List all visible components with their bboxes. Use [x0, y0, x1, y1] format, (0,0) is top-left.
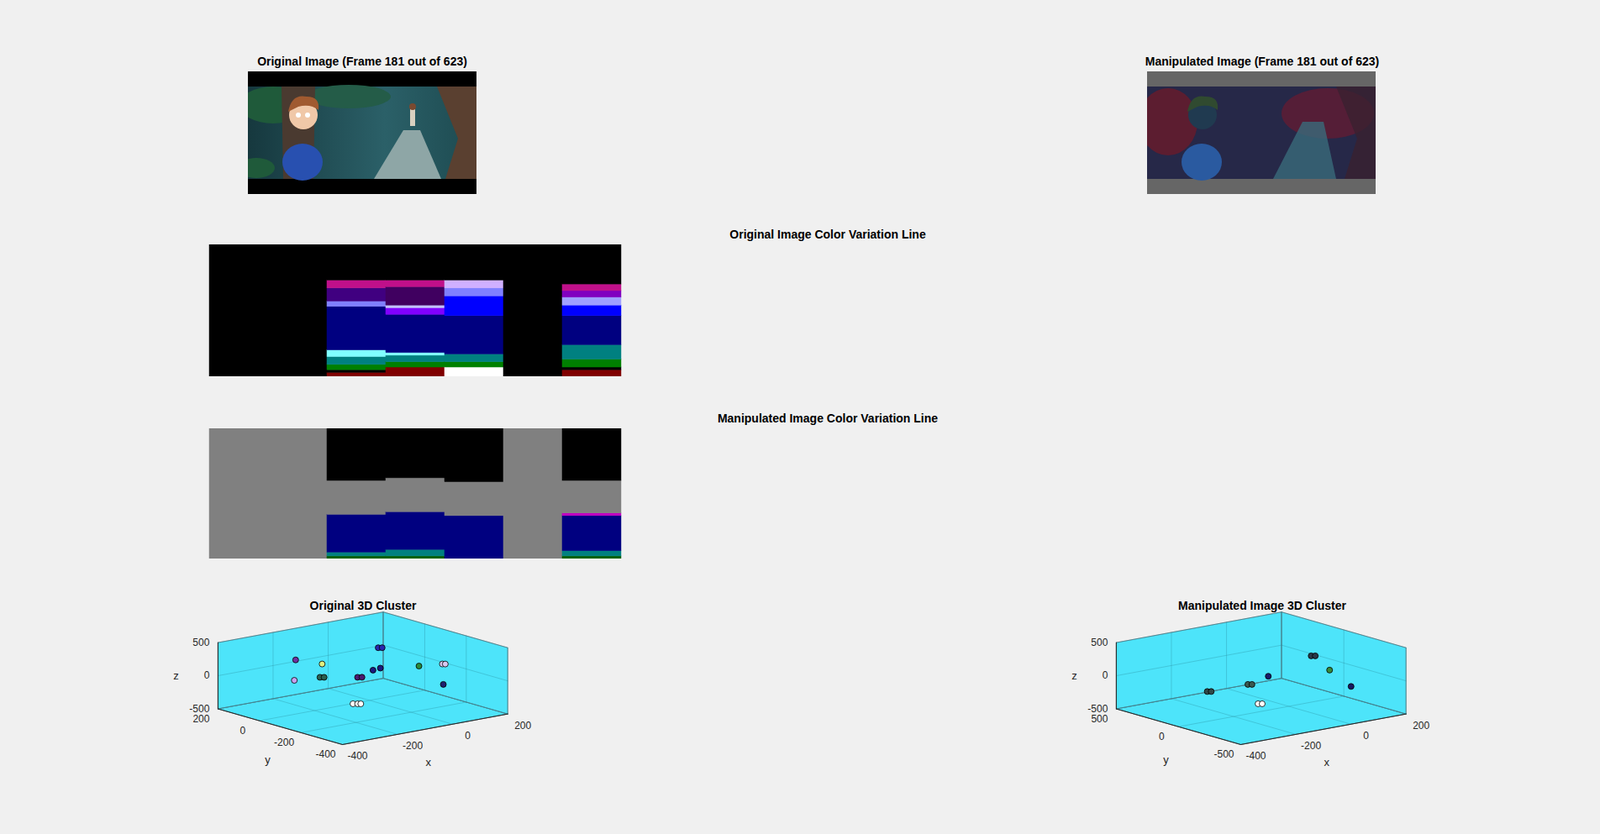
svg-text:-200: -200 [402, 740, 423, 753]
svg-text:z: z [1071, 669, 1078, 683]
svg-text:y: y [264, 753, 271, 767]
html-text:Manipulated Image (Frame 181 o: Manipulated Image (Frame 181 out of 623) [1145, 54, 1380, 69]
svg-text:-500: -500 [1087, 703, 1108, 716]
svg-text:y: y [1163, 753, 1169, 767]
svg-text:0: 0 [464, 730, 471, 743]
svg-text:0: 0 [1158, 731, 1165, 743]
html-text:Original 3D Cluster: Original 3D Cluster [309, 599, 417, 613]
svg-text:200: 200 [192, 713, 210, 726]
svg-text:0: 0 [239, 725, 246, 737]
svg-text:0: 0 [1363, 730, 1369, 743]
svg-text:-200: -200 [273, 736, 295, 749]
svg-text:-500: -500 [1213, 748, 1234, 761]
svg-text:-400: -400 [347, 750, 368, 763]
svg-text:200: 200 [1412, 720, 1430, 732]
svg-text:500: 500 [1090, 713, 1108, 726]
svg-text:x: x [426, 756, 432, 769]
svg-text:200: 200 [514, 720, 532, 732]
svg-text:-400: -400 [1245, 750, 1266, 763]
html-text:Manipulated Image Color Variat: Manipulated Image Color Variation Line [717, 411, 938, 426]
svg-text:z: z [173, 669, 179, 683]
svg-text:x: x [1324, 756, 1331, 769]
svg-text:-500: -500 [189, 703, 210, 716]
svg-text:0: 0 [204, 669, 211, 682]
svg-text:500: 500 [1090, 636, 1108, 649]
svg-text:0: 0 [1102, 669, 1109, 682]
svg-text:500: 500 [192, 636, 210, 649]
html-text:Original Image (Frame 181 out: Original Image (Frame 181 out of 623) [257, 54, 468, 69]
svg-text:-400: -400 [315, 748, 336, 761]
html-text:Manipulated Image 3D Cluster: Manipulated Image 3D Cluster [1178, 599, 1347, 613]
svg-text:-200: -200 [1300, 740, 1322, 753]
html-text:Original Image Color Variation: Original Image Color Variation Line [729, 227, 926, 242]
